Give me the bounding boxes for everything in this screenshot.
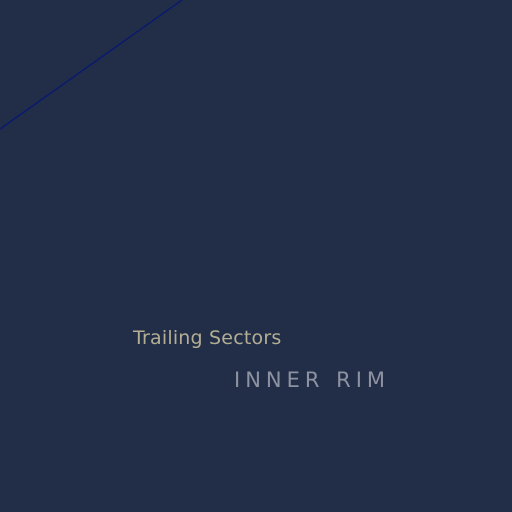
sector-label-trailing-sectors: Trailing Sectors bbox=[133, 327, 282, 349]
region-label-inner-rim: INNER RIM bbox=[234, 368, 391, 392]
hyperlane-segment bbox=[0, 0, 183, 130]
